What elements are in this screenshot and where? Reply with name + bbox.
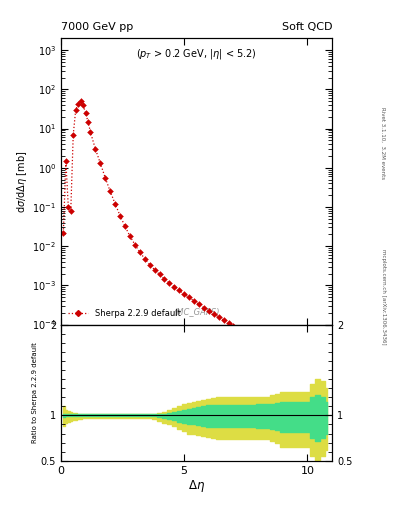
Text: mcplots.cern.ch [arXiv:1306.3436]: mcplots.cern.ch [arXiv:1306.3436] xyxy=(381,249,386,345)
Text: Soft QCD: Soft QCD xyxy=(282,22,332,32)
Text: 7000 GeV pp: 7000 GeV pp xyxy=(61,22,133,32)
X-axis label: $\Delta\eta$: $\Delta\eta$ xyxy=(188,478,205,495)
Text: (MC_GAPS): (MC_GAPS) xyxy=(173,307,220,316)
Text: Rivet 3.1.10,  3.2M events: Rivet 3.1.10, 3.2M events xyxy=(381,108,386,179)
Text: ($p_T$ > 0.2 GeV, $|\eta|$ < 5.2): ($p_T$ > 0.2 GeV, $|\eta|$ < 5.2) xyxy=(136,47,257,61)
Y-axis label: Ratio to Sherpa 2.2.9 default: Ratio to Sherpa 2.2.9 default xyxy=(32,342,38,443)
Legend: Sherpa 2.2.9 default: Sherpa 2.2.9 default xyxy=(65,306,184,321)
Y-axis label: d$\sigma$/d$\Delta\eta$ [mb]: d$\sigma$/d$\Delta\eta$ [mb] xyxy=(15,151,29,212)
